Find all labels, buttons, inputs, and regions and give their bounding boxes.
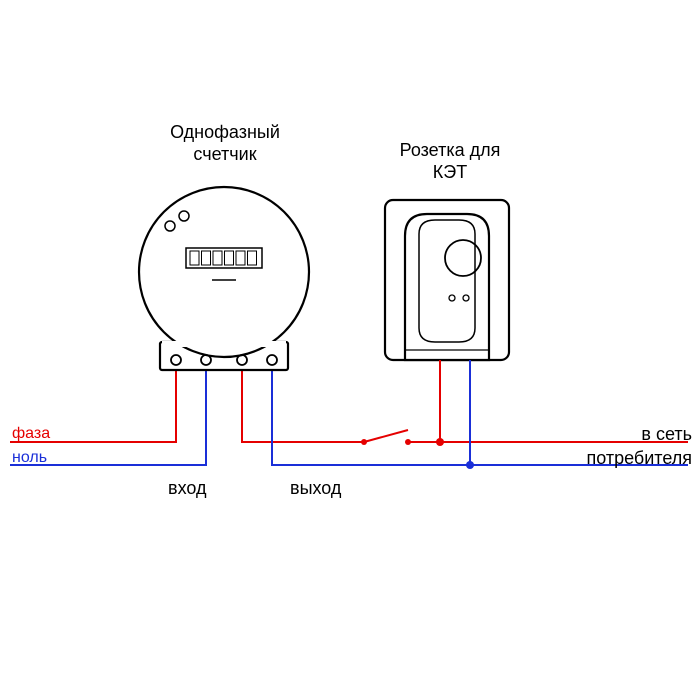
to-consumer-line1: в сеть (598, 424, 692, 446)
junction-phase (436, 438, 444, 446)
to-consumer-line2: потребителя (560, 448, 692, 470)
socket-device-body (405, 214, 489, 360)
output-label: выход (290, 478, 341, 500)
meter-title-line1: Однофазный (170, 122, 280, 144)
neutral-label: ноль (12, 448, 47, 467)
socket-title-line1: Розетка для (390, 140, 510, 162)
phase-label: фаза (12, 424, 50, 443)
junction-neutral (466, 461, 474, 469)
input-label: вход (168, 478, 206, 500)
wiring-diagram (0, 0, 700, 700)
socket-title-line2: КЭТ (390, 162, 510, 184)
meter-title-line2: счетчик (170, 144, 280, 166)
meter-body (139, 187, 309, 357)
wire-phase-out-to-switch (242, 366, 364, 442)
switch-blade (364, 430, 408, 442)
